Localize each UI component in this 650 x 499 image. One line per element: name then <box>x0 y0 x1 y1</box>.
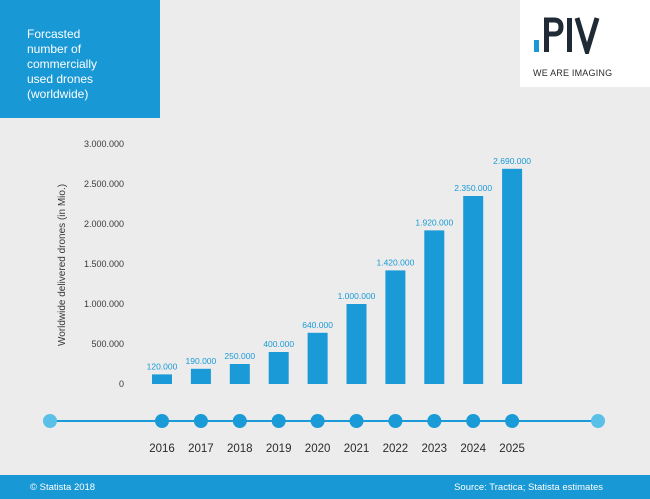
bar-value-label: 250.000 <box>224 351 255 361</box>
piv-logo-icon <box>534 17 600 54</box>
source-text: Source: Tractica; Statista estimates <box>454 482 603 493</box>
bar <box>307 332 328 384</box>
logo-tagline: WE ARE IMAGING <box>533 68 613 78</box>
timeline-dot <box>505 414 520 428</box>
y-tick-label: 1.000.000 <box>84 299 124 309</box>
timeline-dot <box>193 414 208 428</box>
bar <box>190 368 211 384</box>
x-tick-label: 2023 <box>422 443 448 455</box>
copyright-text: © Statista 2018 <box>30 482 96 493</box>
chart-title: Forcasted number of commercially used dr… <box>27 27 98 101</box>
y-tick-label: 2.500.000 <box>84 179 124 189</box>
x-tick-label: 2025 <box>499 443 525 455</box>
bar-value-label: 1.000.000 <box>338 291 376 301</box>
timeline-start-dot <box>43 414 57 428</box>
bar-chart: 0 500.000 1.000.000 1.500.000 2.000.000 2.500… <box>43 139 605 455</box>
bar-value-label: 2.350.000 <box>454 183 492 193</box>
x-tick-label: 2017 <box>188 443 214 455</box>
timeline-dot <box>232 414 247 428</box>
x-tick-label: 2024 <box>460 443 486 455</box>
bar <box>346 304 367 384</box>
title-box: Forcasted number of commercially used dr… <box>0 0 160 118</box>
bar <box>385 270 406 384</box>
bar-value-label: 640.000 <box>302 320 333 330</box>
y-axis-label: Worldwide delivered drones (in Mio.) <box>57 184 68 346</box>
x-tick-label: 2022 <box>383 443 409 455</box>
bar <box>152 374 172 384</box>
footer: © Statista 2018 Source: Tractica; Statis… <box>0 475 650 499</box>
timeline-dot <box>271 414 286 428</box>
bar <box>502 168 523 384</box>
x-tick-label: 2021 <box>344 443 370 455</box>
timeline-end-dot <box>591 414 605 428</box>
timeline-dot <box>466 414 481 428</box>
bar-value-label: 190.000 <box>186 356 217 366</box>
bar <box>463 196 484 384</box>
bar <box>229 364 250 384</box>
timeline-dot <box>310 414 325 428</box>
timeline-dot <box>427 414 442 428</box>
bar <box>424 230 445 384</box>
logo: WE ARE IMAGING <box>520 0 650 87</box>
x-tick-label: 2016 <box>149 443 175 455</box>
bar-value-label: 400.000 <box>263 339 294 349</box>
y-tick-label: 3.000.000 <box>84 139 124 149</box>
bar-value-label: 120.000 <box>147 361 178 371</box>
x-tick-label: 2019 <box>266 443 292 455</box>
y-tick-label: 1.500.000 <box>84 259 124 269</box>
x-tick-label: 2020 <box>305 443 331 455</box>
timeline-dot <box>349 414 364 428</box>
y-tick-label: 2.000.000 <box>84 219 124 229</box>
bar-value-label: 1.920.000 <box>415 217 453 227</box>
bar <box>268 352 289 384</box>
y-tick-label: 0 <box>119 379 124 389</box>
timeline-dot <box>155 414 169 428</box>
timeline-dot <box>388 414 403 428</box>
y-tick-label: 500.000 <box>91 339 124 349</box>
x-tick-label: 2018 <box>227 443 253 455</box>
bar-value-label: 2.690.000 <box>493 156 531 166</box>
bar-value-label: 1.420.000 <box>376 257 414 267</box>
